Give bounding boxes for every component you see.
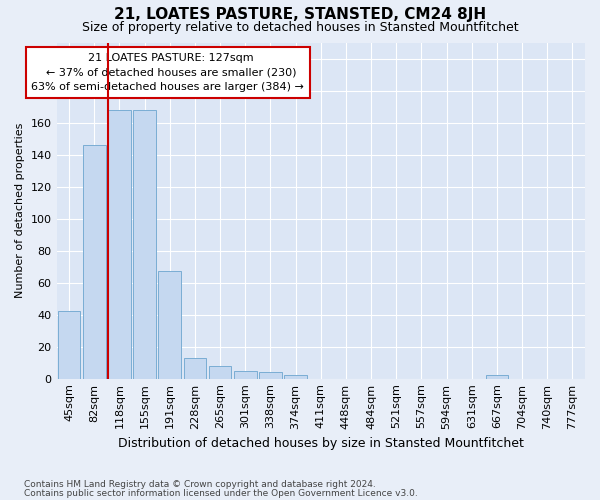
Bar [83,145,106,378]
Text: Contains HM Land Registry data © Crown copyright and database right 2024.: Contains HM Land Registry data © Crown c… [24,480,376,489]
Text: Size of property relative to detached houses in Stansted Mountfitchet: Size of property relative to detached ho… [82,21,518,34]
Bar [485,376,508,378]
Text: Contains public sector information licensed under the Open Government Licence v3: Contains public sector information licen… [24,488,418,498]
Bar [284,376,307,378]
Bar [133,110,156,378]
Bar [234,370,257,378]
Bar [184,358,206,378]
Text: 21 LOATES PASTURE: 127sqm
  ← 37% of detached houses are smaller (230)
63% of se: 21 LOATES PASTURE: 127sqm ← 37% of detac… [31,52,304,92]
Text: 21, LOATES PASTURE, STANSTED, CM24 8JH: 21, LOATES PASTURE, STANSTED, CM24 8JH [114,8,486,22]
Bar [259,372,282,378]
Bar [108,110,131,378]
Y-axis label: Number of detached properties: Number of detached properties [15,123,25,298]
Bar [209,366,232,378]
X-axis label: Distribution of detached houses by size in Stansted Mountfitchet: Distribution of detached houses by size … [118,437,524,450]
Bar [58,312,80,378]
Bar [158,272,181,378]
